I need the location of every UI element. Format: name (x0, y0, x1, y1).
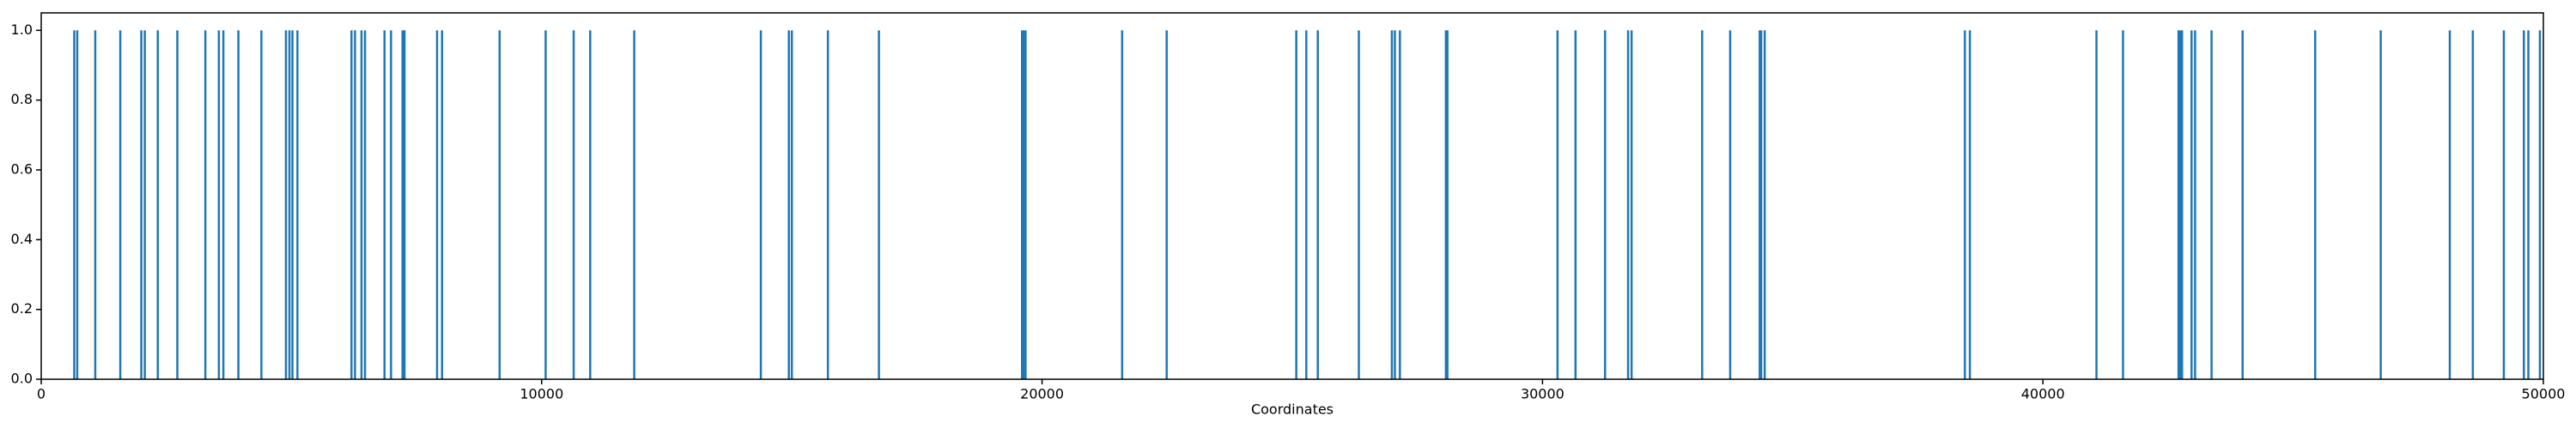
y-tick-label: 0.0 (11, 371, 33, 387)
y-tick-label: 0.8 (11, 91, 33, 107)
x-axis-label: Coordinates (1251, 402, 1334, 418)
x-tick-label: 20000 (1020, 386, 1064, 402)
y-tick-label: 0.2 (11, 300, 33, 317)
y-tick-label: 0.4 (11, 231, 33, 247)
x-tick-label: 40000 (2021, 386, 2065, 402)
plot-frame (40, 12, 2544, 380)
x-tick-label: 50000 (2522, 386, 2566, 402)
x-tick-label: 0 (37, 386, 46, 402)
y-tick-label: 0.6 (11, 161, 33, 178)
y-tick-label: 1.0 (11, 21, 33, 38)
x-tick-label: 30000 (1521, 386, 1564, 402)
x-tick-label: 10000 (519, 386, 563, 402)
